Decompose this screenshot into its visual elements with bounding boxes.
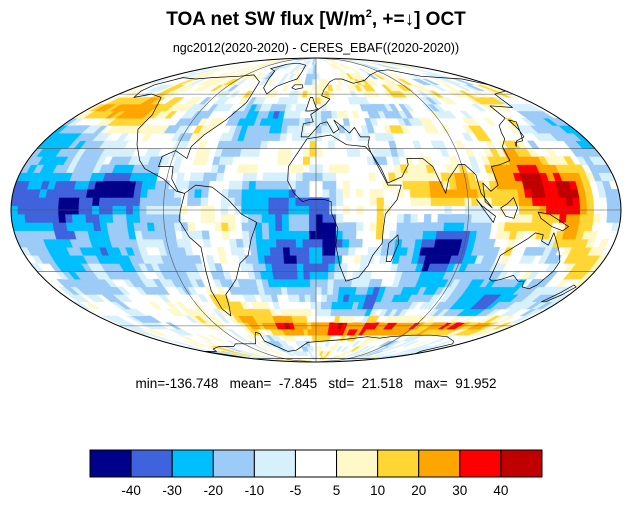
field-cell [248, 351, 267, 356]
colorbar-box [89, 449, 132, 478]
field-cell [357, 346, 370, 352]
field-cell [411, 340, 430, 347]
colorbar-box [212, 449, 255, 478]
colorbar-box [294, 449, 338, 478]
colorbar-box [253, 449, 296, 478]
field-cell [356, 222, 364, 232]
field-cell [208, 315, 221, 323]
colorbar-box [171, 449, 214, 478]
field-cell [355, 238, 363, 248]
field-cell [175, 301, 188, 310]
colorbar-box [377, 449, 420, 478]
colorbar-box [418, 449, 461, 478]
field-cell [335, 346, 344, 352]
field-cell [351, 340, 362, 347]
field-cell [309, 346, 314, 352]
field-cell [171, 340, 194, 347]
field-cell [196, 335, 213, 342]
field-cell [363, 346, 376, 352]
chart-subtitle: ngc2012(2020-2020) - CERES_EBAF((2020-20… [172, 41, 460, 55]
field-cell [598, 238, 610, 248]
field-cell [147, 301, 163, 310]
colorbar-tick-label: 5 [333, 483, 341, 498]
field-cell [217, 247, 226, 256]
field-cell [208, 335, 224, 342]
field-cell [375, 351, 396, 356]
colorbar-box [459, 449, 502, 478]
field-cell [201, 230, 210, 240]
colorbar-box [336, 449, 379, 478]
colorbar-tick-label: -10 [245, 483, 265, 498]
field-cell [273, 351, 286, 356]
chart-title: TOA net SW flux [W/m2, +=↓] OCT [166, 8, 466, 30]
field-cell [498, 315, 516, 323]
field-cell [396, 351, 423, 356]
field-cell [374, 279, 383, 288]
field-cell [402, 340, 420, 347]
colorbar-tick-label: 30 [452, 483, 467, 498]
colorbar-box [500, 449, 543, 478]
field-cell [226, 340, 242, 347]
field-cell [592, 213, 601, 223]
field-cell [253, 351, 271, 356]
colorbar-tick-label: -40 [121, 483, 141, 498]
field-cell [130, 308, 147, 317]
field-cell [197, 294, 209, 302]
field-cell [484, 213, 493, 223]
field-cell [415, 346, 439, 352]
colorbar-tick-label: -5 [289, 483, 301, 498]
field-cell [410, 213, 418, 223]
field-cell [233, 351, 255, 356]
field-cell [111, 315, 130, 323]
colorbar-tick-label: -30 [162, 483, 182, 498]
colorbar-tick-label: 10 [370, 483, 385, 498]
field-cell [192, 255, 203, 264]
field-cell [181, 340, 203, 347]
field-cell [145, 315, 162, 323]
field-cell [306, 359, 317, 362]
field-cell [588, 230, 599, 240]
field-cell [205, 255, 215, 264]
field-cell [226, 328, 240, 336]
field-cell [116, 286, 131, 295]
field-cell [378, 346, 394, 352]
field-cell [340, 346, 350, 352]
field-cell [490, 247, 501, 256]
colorbar-tick-label: 20 [411, 483, 426, 498]
field-cell [318, 346, 323, 352]
colorbar-box [130, 449, 173, 478]
colorbar-tick-label: -20 [204, 483, 224, 498]
colorbar-tick-label: 40 [493, 483, 508, 498]
field-cell [423, 213, 432, 223]
field-cell [187, 222, 196, 232]
